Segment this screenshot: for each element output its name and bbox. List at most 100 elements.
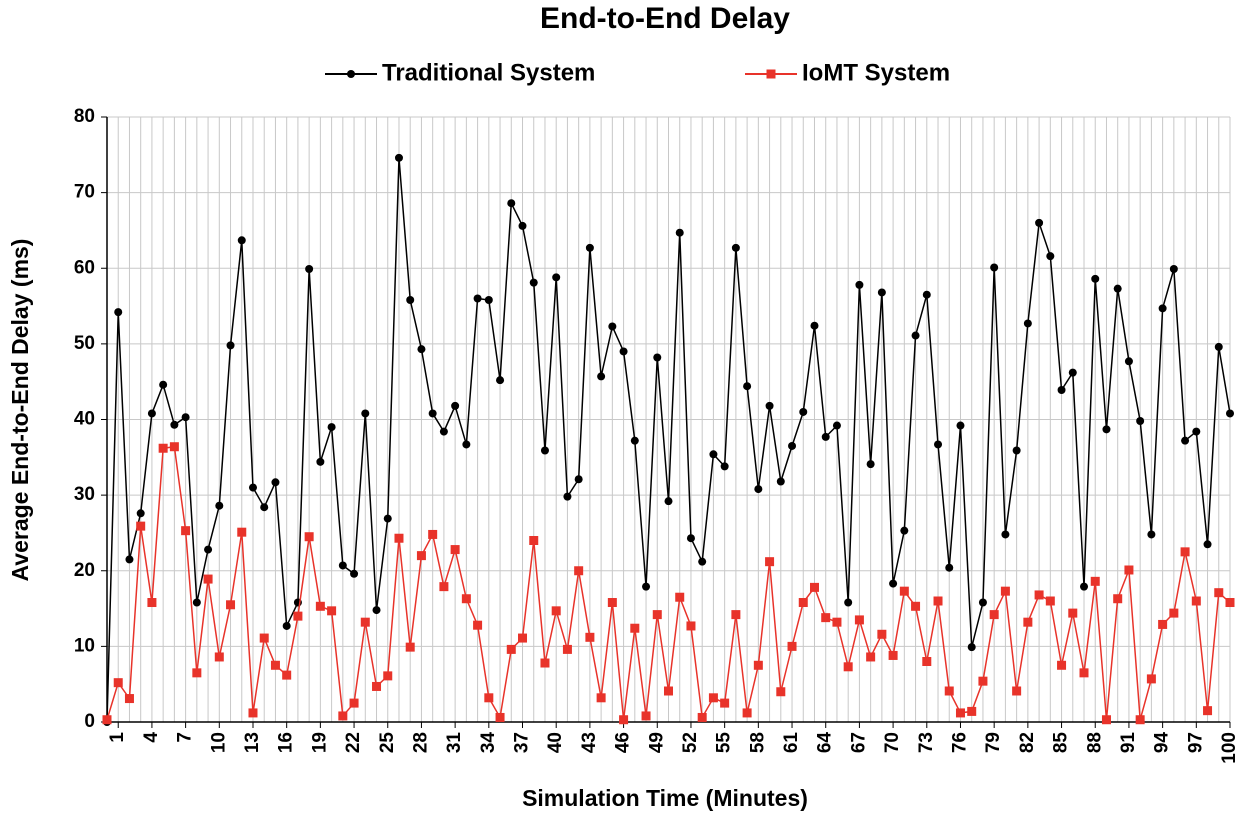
marker (1169, 265, 1178, 274)
legend-label: IoMT System (802, 59, 950, 86)
marker (1135, 715, 1145, 725)
marker (136, 521, 146, 531)
x-tick-label: 49 (646, 732, 667, 753)
marker (664, 497, 673, 506)
marker (226, 600, 236, 610)
marker (619, 347, 628, 356)
x-tick-label: 10 (208, 732, 229, 753)
x-tick-label: 46 (613, 732, 634, 753)
marker (1214, 342, 1223, 351)
marker (1113, 594, 1123, 604)
y-tick-label: 80 (74, 106, 95, 127)
marker (507, 199, 516, 208)
marker (832, 617, 842, 627)
marker (1225, 598, 1235, 608)
marker (911, 601, 921, 611)
marker (562, 644, 572, 654)
marker (305, 265, 314, 274)
marker (125, 555, 134, 564)
marker (237, 236, 246, 245)
marker (405, 642, 415, 652)
marker (1000, 586, 1010, 596)
marker (540, 446, 549, 455)
marker (742, 708, 752, 718)
marker (540, 658, 550, 668)
marker (529, 536, 539, 545)
marker (338, 711, 348, 721)
x-tick-label: 43 (579, 732, 600, 753)
marker (439, 582, 449, 592)
marker (327, 423, 336, 432)
marker (1203, 706, 1213, 716)
marker (215, 501, 224, 510)
marker (282, 621, 291, 630)
marker (1191, 596, 1201, 606)
marker (372, 681, 382, 691)
marker (461, 594, 471, 604)
legend-label: Traditional System (382, 59, 595, 86)
marker (1023, 319, 1032, 328)
x-tick-label: 79 (983, 732, 1004, 753)
x-tick-label: 88 (1084, 732, 1105, 753)
marker (934, 440, 943, 449)
marker (708, 693, 718, 703)
x-tick-label: 76 (949, 732, 970, 753)
marker (203, 574, 213, 584)
x-axis-label: Simulation Time (Minutes) (522, 785, 808, 811)
marker (192, 598, 201, 607)
marker (608, 322, 617, 331)
marker (911, 331, 920, 340)
marker (776, 477, 785, 486)
marker (1035, 218, 1044, 227)
marker (484, 296, 493, 305)
marker (350, 569, 359, 578)
marker (417, 345, 426, 354)
marker (788, 441, 797, 450)
marker (955, 708, 965, 718)
marker (675, 592, 685, 602)
marker (293, 611, 303, 621)
marker (114, 308, 123, 317)
y-tick-label: 20 (74, 560, 95, 581)
marker (170, 420, 179, 429)
marker (551, 606, 561, 616)
marker (642, 582, 651, 591)
marker (159, 380, 168, 389)
x-tick-label: 4 (141, 732, 162, 743)
marker (1057, 660, 1067, 670)
marker (136, 509, 145, 518)
marker (709, 450, 718, 459)
marker (1169, 608, 1179, 618)
marker (641, 711, 651, 721)
marker (889, 579, 898, 588)
marker (978, 676, 988, 686)
marker (495, 712, 505, 722)
marker (259, 633, 269, 643)
marker (147, 598, 157, 608)
marker (237, 527, 247, 537)
marker (765, 557, 775, 567)
y-tick-label: 50 (74, 333, 95, 354)
marker (1057, 386, 1066, 395)
marker (653, 353, 662, 362)
marker (832, 421, 841, 430)
marker (192, 668, 202, 678)
marker (922, 657, 932, 666)
y-axis-label: Average End-to-End Delay (ms) (7, 239, 33, 582)
x-tick-label: 37 (512, 732, 533, 753)
marker (518, 221, 527, 230)
marker (990, 263, 999, 272)
marker (1203, 540, 1212, 549)
marker (900, 526, 909, 535)
chart-title: End-to-End Delay (540, 2, 790, 35)
x-tick-label: 25 (377, 732, 398, 754)
marker (1001, 530, 1010, 539)
marker (652, 610, 662, 620)
marker (394, 533, 404, 543)
marker (102, 715, 112, 725)
marker (1181, 436, 1190, 445)
x-tick-label: 58 (747, 732, 768, 753)
y-tick-label: 40 (74, 409, 95, 430)
marker (260, 503, 269, 512)
marker (563, 492, 572, 501)
